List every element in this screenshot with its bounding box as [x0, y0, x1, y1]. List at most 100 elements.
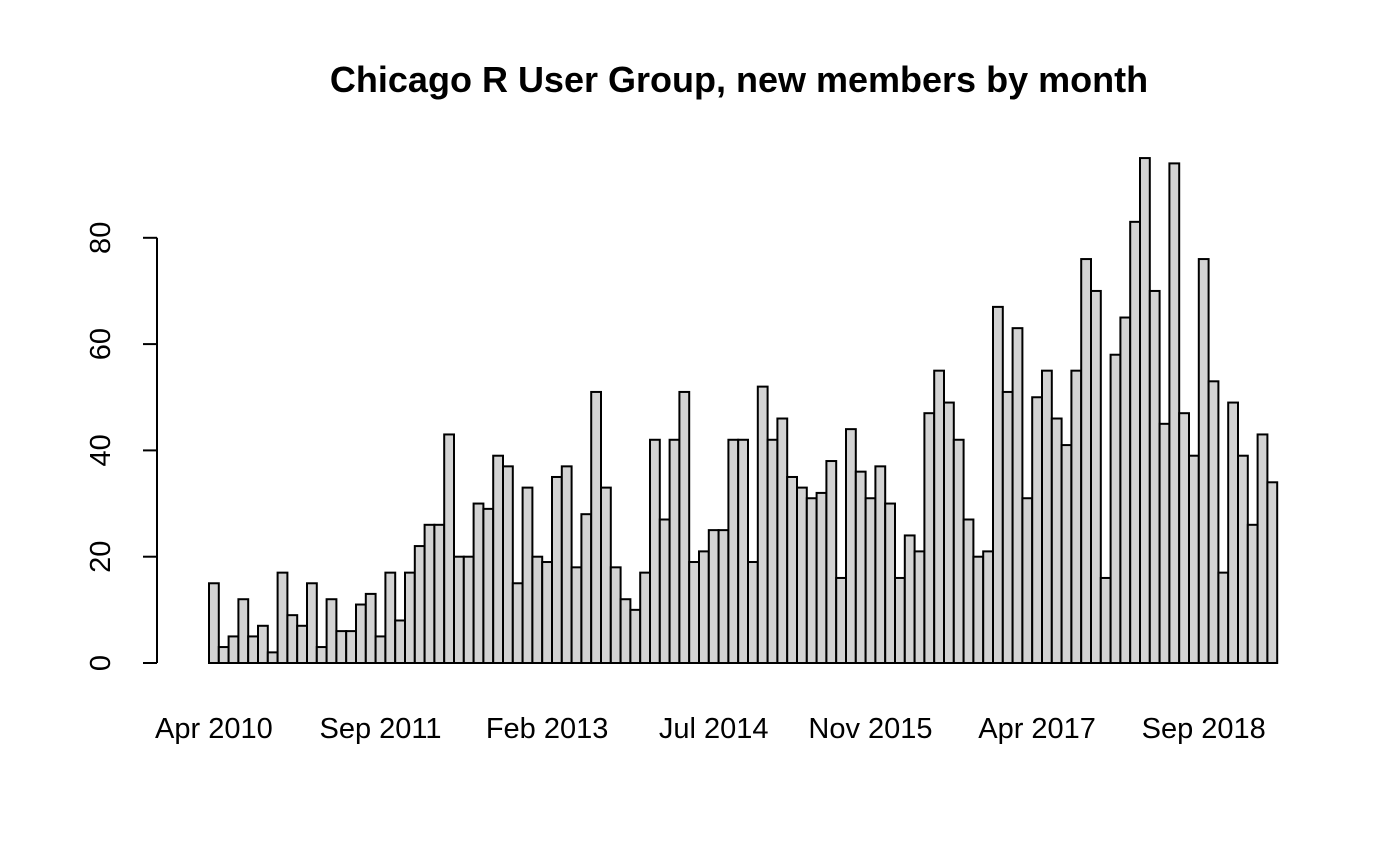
- bar: [453, 555, 465, 665]
- bar: [570, 566, 583, 665]
- bar: [805, 497, 818, 664]
- x-tick-label: Sep 2011: [319, 713, 441, 745]
- bar: [511, 582, 524, 665]
- y-tick-label: 80: [85, 222, 117, 254]
- bar: [796, 486, 808, 664]
- bar: [894, 576, 906, 665]
- bar: [737, 438, 750, 664]
- x-tick-label: Sep 2018: [1142, 713, 1266, 745]
- bar: [1207, 380, 1220, 664]
- bar: [237, 598, 250, 664]
- bars: [208, 157, 1279, 665]
- y-tick-label: 40: [85, 434, 117, 466]
- bar: [443, 433, 456, 665]
- bar: [266, 651, 279, 664]
- bar: [355, 603, 367, 665]
- bar: [217, 646, 230, 664]
- bar: [1266, 481, 1279, 665]
- bar: [1099, 576, 1112, 665]
- bar: [913, 550, 926, 665]
- bar: [952, 438, 965, 664]
- bar: [845, 428, 857, 665]
- bar: [1217, 571, 1230, 665]
- bar: [668, 438, 681, 664]
- bar: [786, 475, 799, 665]
- bar: [1060, 444, 1073, 664]
- bar: [1246, 523, 1259, 664]
- x-tick-label: Apr 2017: [978, 713, 1096, 745]
- bar: [296, 624, 309, 664]
- bar: [776, 417, 789, 665]
- bar: [1168, 162, 1181, 664]
- bar: [1129, 220, 1141, 664]
- bar: [698, 550, 710, 665]
- bar: [600, 486, 612, 664]
- bar: [502, 465, 514, 664]
- bar: [384, 571, 397, 665]
- bar: [688, 561, 701, 665]
- chart-title: Chicago R User Group, new members by mon…: [330, 59, 1148, 100]
- bar: [257, 624, 269, 664]
- bar: [335, 630, 348, 664]
- x-tick-label: Nov 2015: [808, 713, 932, 745]
- bar: [404, 571, 416, 665]
- bar: [609, 566, 622, 665]
- bar: [864, 497, 877, 664]
- y-tick-label: 60: [85, 328, 117, 360]
- bar: [423, 523, 436, 664]
- bar: [756, 385, 769, 664]
- bar: [1119, 316, 1132, 664]
- bar: [923, 412, 936, 664]
- bar: [1197, 258, 1210, 664]
- bar: [903, 534, 916, 664]
- bar: [413, 545, 426, 665]
- bar: [747, 561, 759, 665]
- bar: [1070, 369, 1083, 664]
- bar: [394, 619, 407, 664]
- bar: [472, 502, 485, 664]
- bar: [972, 555, 985, 665]
- bar: [345, 630, 358, 664]
- bar: [825, 460, 838, 664]
- bar: [717, 529, 730, 665]
- bar: [462, 555, 475, 665]
- bar: [306, 582, 318, 665]
- bar: [227, 635, 240, 664]
- bar: [1090, 289, 1102, 664]
- y-tick-label: 20: [85, 541, 117, 573]
- bar: [1256, 433, 1269, 665]
- bar: [551, 475, 563, 665]
- bar: [874, 465, 887, 664]
- bar: [629, 608, 642, 664]
- bar: [1031, 396, 1043, 664]
- x-axis-labels: Apr 2010 Sep 2011 Feb 2013 Jul 2014 Nov 2015…: [155, 713, 1266, 745]
- bar: [992, 305, 1004, 664]
- bar: [247, 635, 259, 664]
- bar: [766, 438, 779, 664]
- bar: [658, 518, 671, 664]
- bar: [1237, 454, 1249, 664]
- bar: [1109, 353, 1122, 664]
- bar: [580, 513, 593, 664]
- bar: [531, 555, 544, 665]
- bar: [639, 571, 652, 665]
- bar: [482, 507, 495, 664]
- bar: [835, 576, 848, 665]
- bar: [1041, 369, 1053, 664]
- bar: [1011, 327, 1024, 664]
- bar: [541, 561, 554, 665]
- bar: [982, 550, 995, 665]
- x-tick-label: Apr 2010: [155, 713, 273, 745]
- bar: [374, 635, 387, 664]
- bar: [962, 518, 975, 664]
- bar: [1050, 417, 1063, 665]
- bar: [1139, 157, 1151, 664]
- bar: [619, 598, 632, 664]
- bar: [315, 646, 328, 664]
- bar: [884, 502, 897, 664]
- bar: [943, 401, 955, 664]
- bar: [678, 390, 691, 664]
- bar: [649, 438, 661, 664]
- bar: [590, 390, 603, 664]
